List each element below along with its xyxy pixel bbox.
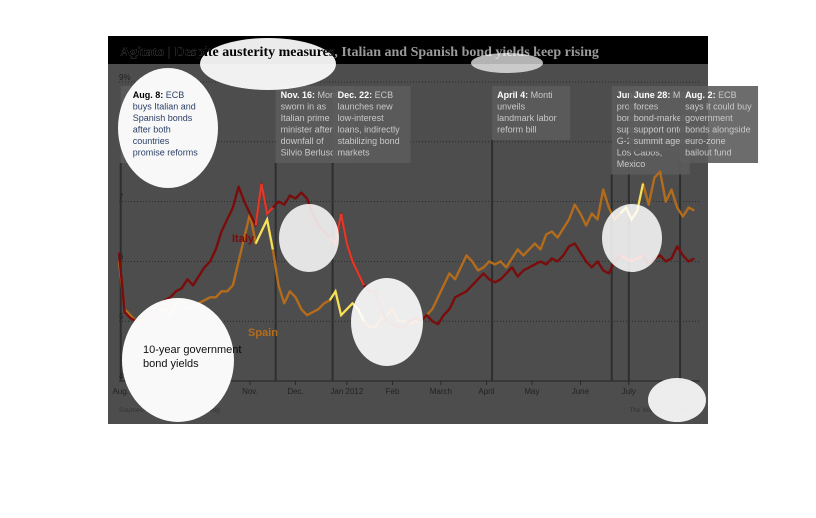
annotation-box: [680, 86, 759, 163]
annotation-line: minister after: [281, 125, 333, 135]
annotation-date: Aug. 8:: [133, 90, 164, 100]
annotation-line: bond-market: [634, 113, 685, 123]
annotation-line: markets: [338, 148, 371, 158]
annotation-line: buys Italian and: [133, 102, 196, 112]
annotation-box: [332, 86, 411, 163]
x-tick-label: Feb: [386, 387, 400, 396]
annotation-line: says it could buy: [685, 102, 752, 112]
y-tick-label: 6: [119, 252, 124, 261]
chart-note-overlay: 10-year government bond yields: [143, 344, 245, 370]
annotation-box: [492, 86, 571, 140]
annotation-line: government: [685, 113, 733, 123]
annotation-line: Silvio Berlusconi: [281, 148, 347, 158]
annotation-date: Dec. 22:: [338, 90, 373, 100]
chart-title-overlay: Agitato | Despite austerity measures: [120, 45, 335, 60]
highlight-blob-title: [200, 38, 336, 90]
x-tick-label: Dec.: [287, 387, 303, 396]
x-tick-label: March: [430, 387, 452, 396]
highlight-blob-jan: [351, 278, 423, 366]
annotation-date: June 28:: [634, 90, 671, 100]
x-tick-label: Jan 2012: [330, 387, 363, 396]
annotation-line: Italian prime: [281, 113, 330, 123]
annotation-line: support onto EU: [634, 125, 699, 135]
annotation-text: April 4: Monti unveils landmark labor refor…: [497, 90, 557, 135]
highlight-blob-bottom-left: [122, 298, 234, 422]
series-highlight-spain: [254, 215, 274, 250]
highlight-blob-nov: [279, 204, 339, 272]
annotation-line: bonds alongside: [685, 125, 751, 135]
annotation-text: Nov. 16: Monti sworn in as Italian prime mi…: [281, 90, 347, 158]
x-tick-label: May: [524, 387, 539, 396]
y-tick-label: 5: [119, 312, 124, 321]
annotation-line: euro-zone: [685, 136, 726, 146]
annotation-date: Nov. 16:: [281, 90, 315, 100]
annotation-date: April 4:: [497, 90, 528, 100]
annotation-line: landmark labor: [497, 113, 557, 123]
x-tick-label: April: [478, 387, 494, 396]
annotation-line: Mexico: [617, 159, 646, 169]
annotation-line: after both: [133, 125, 171, 135]
x-tick-label: July: [622, 387, 636, 396]
annotation-date: Aug. 2:: [685, 90, 716, 100]
annotation-line: countries: [133, 136, 170, 146]
y-tick-label: 7: [119, 193, 124, 202]
y-tick-label: 9%: [119, 73, 131, 82]
annotation-text: Dec. 22: ECB launches new low-interest loan…: [338, 90, 401, 158]
highlight-overlays: [118, 38, 706, 422]
annotation-line: bailout fund: [685, 148, 732, 158]
series-label-italy: Italy: [232, 233, 255, 245]
annotation-line: launches new: [338, 102, 394, 112]
annotation-line: ECB: [372, 90, 393, 100]
annotation-line: forces: [634, 102, 659, 112]
series-label-spain: Spain: [248, 327, 278, 339]
annotation-line: Spanish bonds: [133, 113, 193, 123]
annotation-text: Aug. 8: ECB buys Italian and Spanish bonds…: [133, 90, 199, 158]
highlight-blob-bottom-right: [648, 378, 706, 422]
annotation-line: Los Cabos,: [617, 148, 663, 158]
annotation-line: sworn in as: [281, 102, 327, 112]
annotation-line: downfall of: [281, 136, 325, 146]
chart-title-rest: , Italian and Spanish bond yields keep r…: [334, 45, 599, 60]
annotation-line: Monti: [315, 90, 340, 100]
annotation-line: low-interest: [338, 113, 385, 123]
chart-note-overlay-line-2: bond yields: [143, 358, 199, 370]
chart-title-overlay-bold: Agitato | Despite austerity measures: [120, 45, 335, 60]
annotation-line: Monti: [528, 90, 553, 100]
annotation-line: reform bill: [497, 125, 537, 135]
y-tick-label: 4: [119, 372, 124, 381]
series-highlight-italy: [254, 183, 274, 226]
highlight-blob-top-left: [118, 68, 218, 188]
x-tick-label: Nov.: [242, 387, 258, 396]
annotation-line: unveils: [497, 102, 526, 112]
annotation-text: Aug. 2: ECB says it could buy government bo…: [685, 90, 752, 158]
first-annotation-overlay: Aug. 8: ECB buys Italian and Spanish bonds…: [133, 90, 199, 158]
annotation-line: ECB: [716, 90, 737, 100]
chart-note-overlay-line-1: 10-year government: [143, 344, 241, 356]
x-tick-label: June: [572, 387, 590, 396]
annotation-line: loans, indirectly: [338, 125, 401, 135]
annotation-line: stabilizing bond: [338, 136, 400, 146]
annotation-line: promise reforms: [133, 148, 199, 158]
highlight-blob-june: [602, 204, 662, 272]
annotation-line: summit agenda: [634, 136, 696, 146]
highlight-blob-top-right: [471, 53, 543, 73]
annotation-line: ECB: [163, 90, 184, 100]
